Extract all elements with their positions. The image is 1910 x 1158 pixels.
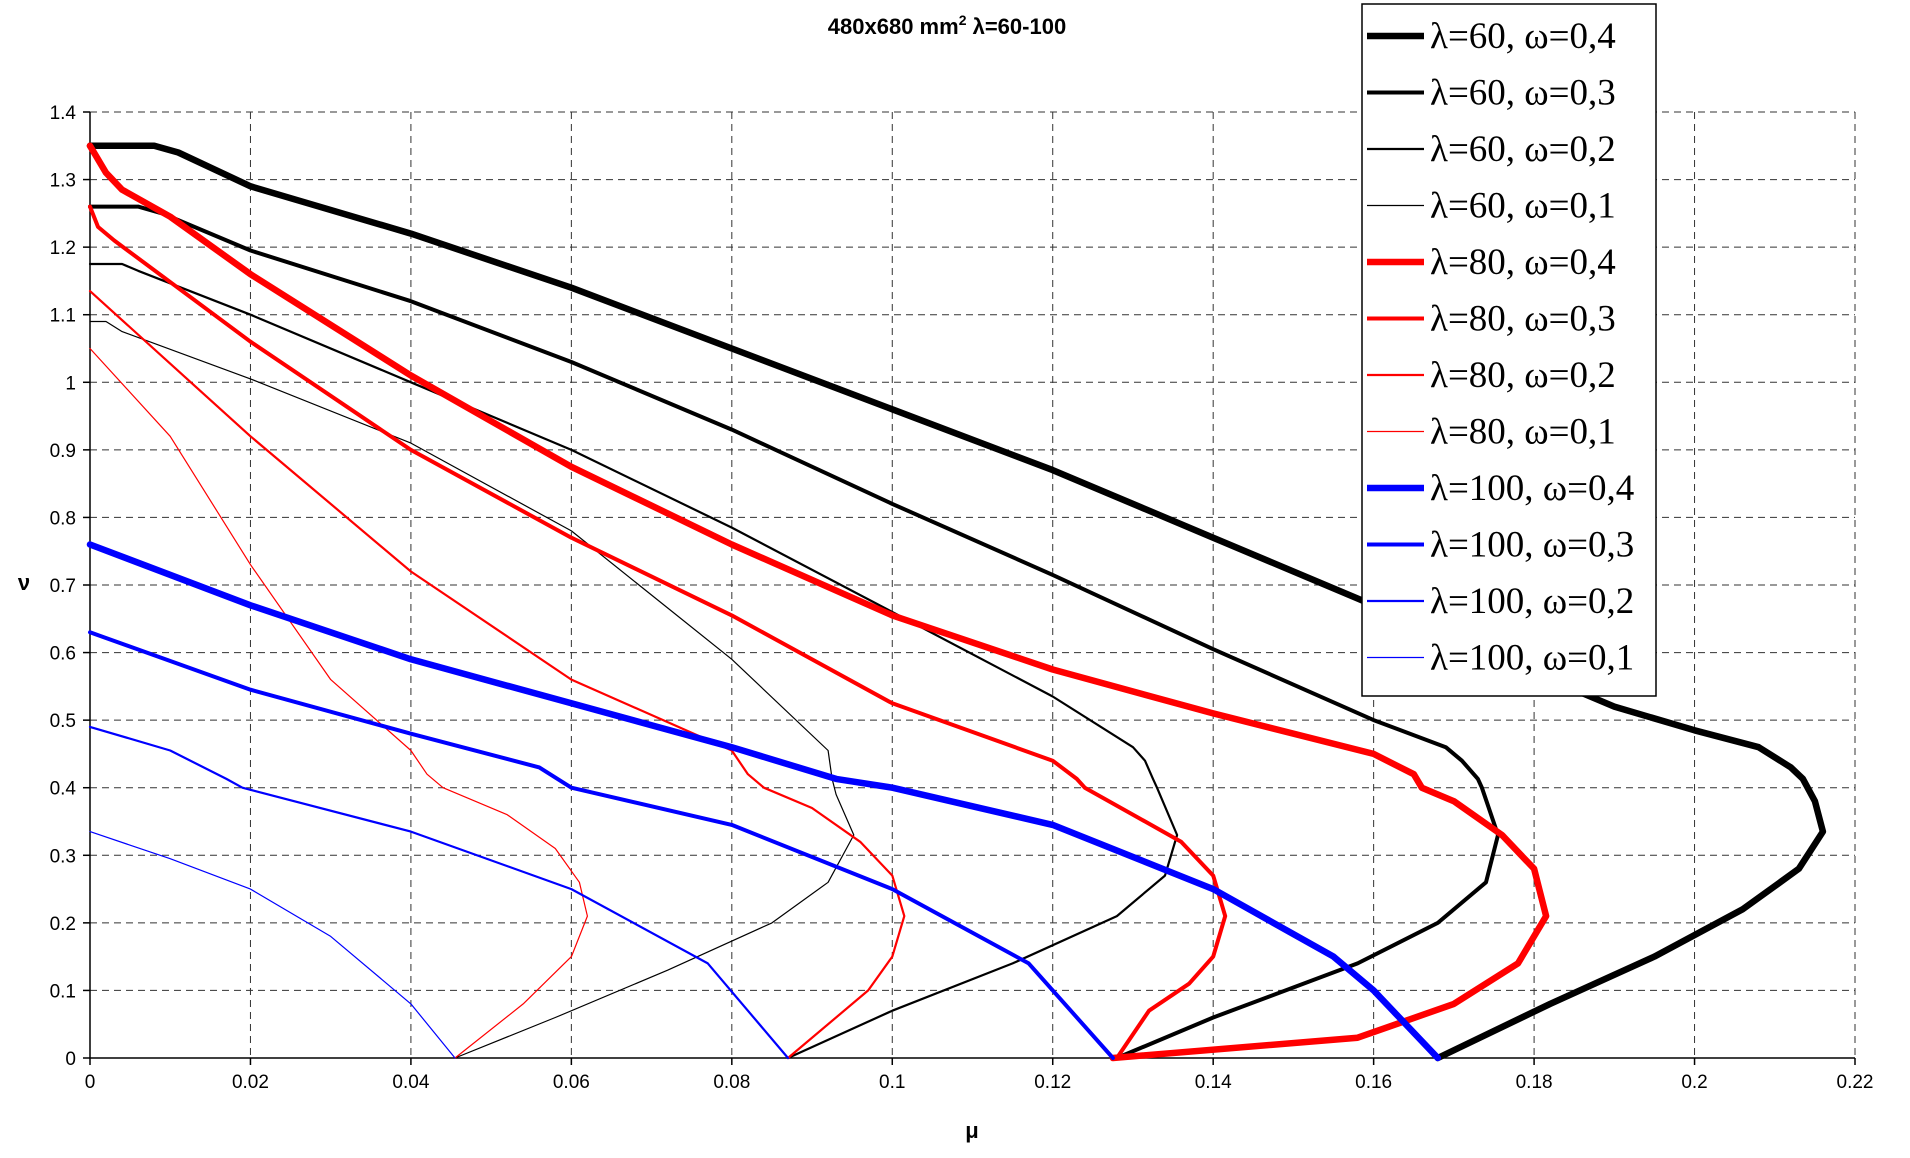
series-line-7	[89, 347, 589, 1059]
legend-label-10: λ=100, ω=0,2	[1430, 581, 1634, 622]
y-tick-label-9: 0.9	[50, 441, 76, 462]
y-tick-label-5: 0.5	[50, 711, 76, 732]
y-tick-label-11: 1.1	[50, 306, 76, 327]
y-tick-label-1: 0.1	[50, 981, 76, 1002]
x-tick-label-0: 0	[85, 1072, 96, 1093]
y-axis-title: ν	[18, 570, 30, 595]
legend-label-4: λ=80, ω=0,4	[1430, 242, 1616, 283]
legend-label-3: λ=60, ω=0,1	[1430, 186, 1616, 227]
series-line-1	[88, 204, 1500, 1060]
series-line-6	[88, 290, 906, 1060]
y-tick-label-6: 0.6	[50, 644, 76, 665]
series-line-9	[88, 630, 1115, 1060]
legend: λ=60, ω=0,4 λ=60, ω=0,3 λ=60, ω=0,2 λ=60, ω…	[1361, 3, 1657, 697]
series-line-5	[88, 204, 1228, 1060]
series-lines	[86, 142, 1827, 1062]
series-line-3	[89, 320, 855, 1059]
x-tick-label-3: 0.06	[553, 1072, 590, 1093]
x-tick-label-11: 0.22	[1837, 1072, 1874, 1093]
chart-title: 480x680 mm2 λ=60-100	[828, 12, 1066, 39]
series-line-2	[88, 262, 1179, 1060]
y-tick-label-8: 0.8	[50, 508, 76, 529]
y-tick-label-7: 0.7	[50, 576, 76, 597]
series-line-11	[89, 830, 456, 1059]
x-tick-label-10: 0.2	[1681, 1072, 1707, 1093]
y-tick-label-3: 0.3	[50, 846, 76, 867]
y-tick-label-0: 0	[65, 1049, 76, 1070]
y-tick-label-12: 1.2	[50, 238, 76, 259]
y-tick-label-2: 0.2	[50, 914, 76, 935]
series-line-4	[86, 142, 1550, 1062]
y-tick-label-13: 1.3	[50, 171, 76, 192]
x-tick-label-9: 0.18	[1516, 1072, 1553, 1093]
legend-label-11: λ=100, ω=0,1	[1430, 638, 1634, 679]
legend-box	[1361, 3, 1657, 697]
chart-title-suffix: λ=60-100	[966, 14, 1066, 39]
y-tick-label-4: 0.4	[50, 779, 77, 800]
series-line-10	[88, 725, 790, 1060]
x-tick-label-5: 0.1	[879, 1072, 905, 1093]
x-tick-label-6: 0.12	[1034, 1072, 1071, 1093]
legend-label-5: λ=80, ω=0,3	[1430, 299, 1616, 340]
legend-label-1: λ=60, ω=0,3	[1430, 73, 1616, 114]
legend-label-2: λ=60, ω=0,2	[1430, 129, 1616, 170]
x-tick-label-4: 0.08	[713, 1072, 750, 1093]
x-axis-title: μ	[965, 1118, 978, 1143]
legend-label-6: λ=80, ω=0,2	[1430, 355, 1616, 396]
x-tick-label-7: 0.14	[1195, 1072, 1232, 1093]
y-tick-label-10: 1	[65, 373, 76, 394]
legend-label-9: λ=100, ω=0,3	[1430, 525, 1634, 566]
legend-label-0: λ=60, ω=0,4	[1430, 16, 1616, 57]
legend-label-8: λ=100, ω=0,4	[1430, 468, 1634, 509]
x-tick-label-1: 0.02	[232, 1072, 269, 1093]
x-tick-label-2: 0.04	[392, 1072, 429, 1093]
x-tick-label-8: 0.16	[1355, 1072, 1392, 1093]
y-tick-label-14: 1.4	[50, 103, 77, 124]
series-line-8	[86, 541, 1442, 1062]
legend-label-7: λ=80, ω=0,1	[1430, 412, 1616, 453]
chart-title-superscript: 2	[959, 12, 967, 28]
chart-title-main: 480x680 mm	[828, 14, 959, 39]
tick-labels: 0 0.02 0.04 0.06 0.08 0.1 0.12 0.14 0.16 0.18 0.2 0…	[50, 103, 1874, 1093]
